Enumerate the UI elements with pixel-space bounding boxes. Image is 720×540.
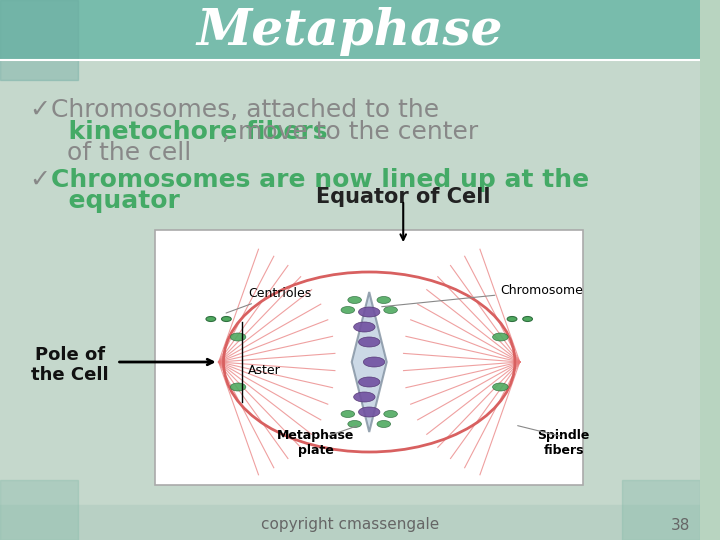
Text: , move to the center: , move to the center <box>222 120 478 144</box>
Ellipse shape <box>377 421 390 428</box>
Text: Centrioles: Centrioles <box>226 287 311 313</box>
Text: ✓: ✓ <box>29 168 50 192</box>
Ellipse shape <box>492 383 508 391</box>
Text: Chromosomes are now lined up at the: Chromosomes are now lined up at the <box>50 168 589 192</box>
Text: Equator of Cell: Equator of Cell <box>316 187 490 207</box>
Text: copyright cmassengale: copyright cmassengale <box>261 517 439 532</box>
Text: Metaphase
plate: Metaphase plate <box>277 429 354 457</box>
Ellipse shape <box>492 333 508 341</box>
Bar <box>0 60 700 505</box>
Text: equator: equator <box>50 189 179 213</box>
Bar <box>622 480 700 540</box>
Ellipse shape <box>359 407 380 417</box>
Ellipse shape <box>364 357 384 367</box>
Ellipse shape <box>384 410 397 417</box>
Ellipse shape <box>359 377 380 387</box>
Text: Aster: Aster <box>248 363 281 376</box>
Ellipse shape <box>377 296 390 303</box>
Ellipse shape <box>384 307 397 314</box>
Ellipse shape <box>523 316 533 321</box>
Ellipse shape <box>359 307 380 317</box>
Ellipse shape <box>230 333 246 341</box>
Text: ✓: ✓ <box>29 98 50 122</box>
Ellipse shape <box>359 337 380 347</box>
Text: 38: 38 <box>670 517 690 532</box>
Ellipse shape <box>507 316 517 321</box>
Bar <box>0 505 700 540</box>
Ellipse shape <box>341 410 355 417</box>
Text: of the cell: of the cell <box>50 141 191 165</box>
Bar <box>0 480 78 540</box>
Text: kinetochore fibers: kinetochore fibers <box>50 120 327 144</box>
Text: Spindle
fibers: Spindle fibers <box>537 429 590 457</box>
Bar <box>0 0 700 60</box>
Ellipse shape <box>348 421 361 428</box>
Ellipse shape <box>354 322 375 332</box>
Ellipse shape <box>230 383 246 391</box>
Text: Chromosomes, attached to the: Chromosomes, attached to the <box>50 98 438 122</box>
Bar <box>0 0 78 80</box>
FancyBboxPatch shape <box>156 230 583 485</box>
Ellipse shape <box>206 316 216 321</box>
Text: Chromosome: Chromosome <box>382 284 583 307</box>
Text: Metaphase: Metaphase <box>197 8 503 57</box>
Ellipse shape <box>348 296 361 303</box>
Polygon shape <box>352 292 387 432</box>
Ellipse shape <box>341 307 355 314</box>
Ellipse shape <box>222 316 231 321</box>
Text: Pole of
the Cell: Pole of the Cell <box>31 346 109 384</box>
Ellipse shape <box>354 392 375 402</box>
